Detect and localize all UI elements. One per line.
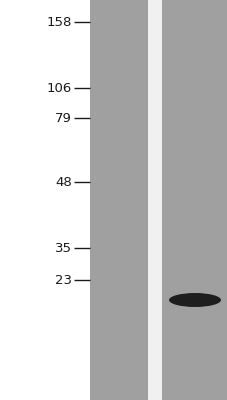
- Bar: [147, 0, 161, 400]
- Ellipse shape: [168, 293, 220, 307]
- Text: 48: 48: [55, 176, 72, 188]
- Bar: [161, 0, 227, 400]
- Text: 106: 106: [47, 82, 72, 94]
- Text: 158: 158: [46, 16, 72, 28]
- Text: 79: 79: [55, 112, 72, 124]
- Text: 35: 35: [55, 242, 72, 254]
- Bar: [90, 0, 147, 400]
- Text: 23: 23: [55, 274, 72, 286]
